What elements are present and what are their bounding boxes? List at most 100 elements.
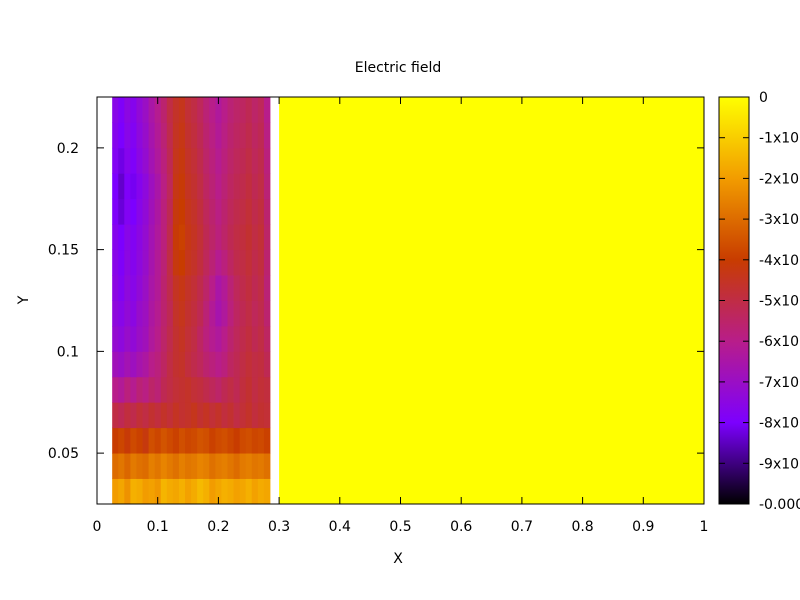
heatmap-cell	[263, 198, 271, 225]
heatmap-cell	[209, 376, 216, 403]
heatmap-cell	[166, 478, 174, 505]
heatmap-cell	[233, 402, 241, 429]
heatmap-cell	[215, 427, 222, 454]
heatmap-cell	[142, 351, 149, 378]
heatmap-cell	[112, 478, 119, 505]
heatmap-cell	[197, 376, 204, 403]
heatmap-cell	[233, 224, 241, 251]
heatmap-cell	[178, 402, 186, 429]
heatmap-cell	[191, 453, 198, 479]
heatmap-cell	[233, 97, 241, 123]
heatmap-cell	[154, 376, 162, 403]
heatmap-cell	[178, 376, 186, 403]
heatmap-cell	[215, 453, 222, 479]
heatmap-cell	[233, 275, 241, 301]
heatmap-cell	[257, 478, 265, 505]
heatmap-cell	[185, 351, 192, 378]
heatmap-cell	[185, 275, 192, 301]
x-tick-label: 0.3	[268, 519, 290, 535]
heatmap-cell	[251, 249, 259, 276]
heatmap-cell	[118, 453, 125, 479]
heatmap-cell	[166, 300, 174, 327]
heatmap-cell	[227, 249, 234, 276]
heatmap-cell	[124, 198, 131, 225]
heatmap-cell	[263, 122, 271, 149]
heatmap-cell	[221, 97, 228, 123]
y-tick-label: 0.1	[57, 344, 79, 360]
heatmap-cell	[233, 325, 241, 352]
heatmap-cell	[178, 198, 186, 225]
heatmap-cell	[148, 300, 156, 327]
heatmap-cell	[130, 97, 137, 123]
heatmap-cell	[148, 249, 156, 276]
heatmap-cell	[221, 453, 228, 479]
heatmap-cell	[136, 275, 143, 301]
heatmap-cell	[239, 376, 247, 403]
heatmap-cell	[191, 351, 198, 378]
heatmap-cell	[257, 376, 265, 403]
heatmap-cell	[172, 97, 180, 123]
heatmap-cell	[203, 173, 210, 200]
heatmap-cell	[124, 351, 131, 378]
heatmap-cell	[154, 122, 162, 149]
heatmap-cell	[172, 173, 180, 200]
heatmap-cell	[263, 351, 271, 378]
x-tick-label: 0.1	[147, 519, 169, 535]
heatmap-cell	[136, 198, 143, 225]
heatmap-cell	[142, 224, 149, 251]
heatmap-cell	[227, 275, 234, 301]
heatmap-cell	[263, 249, 271, 276]
heatmap-cell	[263, 224, 271, 251]
heatmap-cell	[251, 122, 259, 149]
heatmap-cell	[118, 198, 125, 225]
heatmap-cell	[257, 325, 265, 352]
heatmap-cell	[203, 97, 210, 123]
heatmap-cell	[166, 147, 174, 174]
heatmap-cell	[124, 453, 131, 479]
heatmap-cell	[112, 249, 119, 276]
heatmap-cell	[221, 300, 228, 327]
heatmap-cell	[215, 402, 222, 429]
heatmap-cell	[257, 173, 265, 200]
heatmap-cell	[160, 122, 168, 149]
heatmap-cell	[148, 453, 156, 479]
x-axis-label: X	[393, 551, 403, 567]
heatmap-cell	[118, 478, 125, 505]
heatmap-cell	[118, 249, 125, 276]
heatmap-cell	[136, 249, 143, 276]
heatmap-cell	[245, 224, 253, 251]
heatmap-cell	[197, 198, 204, 225]
heatmap-cell	[191, 427, 198, 454]
heatmap-cell	[160, 351, 168, 378]
heatmap-cell	[203, 402, 210, 429]
heatmap-cell	[191, 300, 198, 327]
heatmap-cell	[227, 478, 234, 505]
heatmap-cell	[203, 376, 210, 403]
heatmap-cell	[112, 173, 119, 200]
heatmap-cell	[233, 427, 241, 454]
heatmap-cell	[172, 351, 180, 378]
heatmap-cell	[221, 198, 228, 225]
heatmap-cell	[245, 402, 253, 429]
heatmap-cell	[166, 122, 174, 149]
heatmap-cell	[209, 224, 216, 251]
heatmap-cell	[233, 147, 241, 174]
heatmap-cell	[191, 249, 198, 276]
heatmap-cell	[136, 478, 143, 505]
heatmap-cell	[227, 325, 234, 352]
colorbar-ticks: 0 -1x10 -2x10 -3x10 -4x10 -5x10 -6x10 -7x10 -8x1…	[719, 90, 800, 513]
heatmap-cell	[239, 122, 247, 149]
heatmap-cell	[112, 147, 119, 174]
heatmap-cell	[221, 122, 228, 149]
heatmap-cell	[185, 376, 192, 403]
heatmap-cell	[215, 249, 222, 276]
heatmap-cell	[227, 427, 234, 454]
heatmap-cell	[154, 224, 162, 251]
colorbar-tick-label: -5x10	[759, 294, 799, 310]
heatmap-cell	[233, 249, 241, 276]
colorbar-tick-label: 0	[759, 90, 768, 106]
heatmap-cell	[185, 453, 192, 479]
heatmap-cell	[160, 97, 168, 123]
heatmap-cell	[239, 198, 247, 225]
heatmap-cell	[172, 325, 180, 352]
